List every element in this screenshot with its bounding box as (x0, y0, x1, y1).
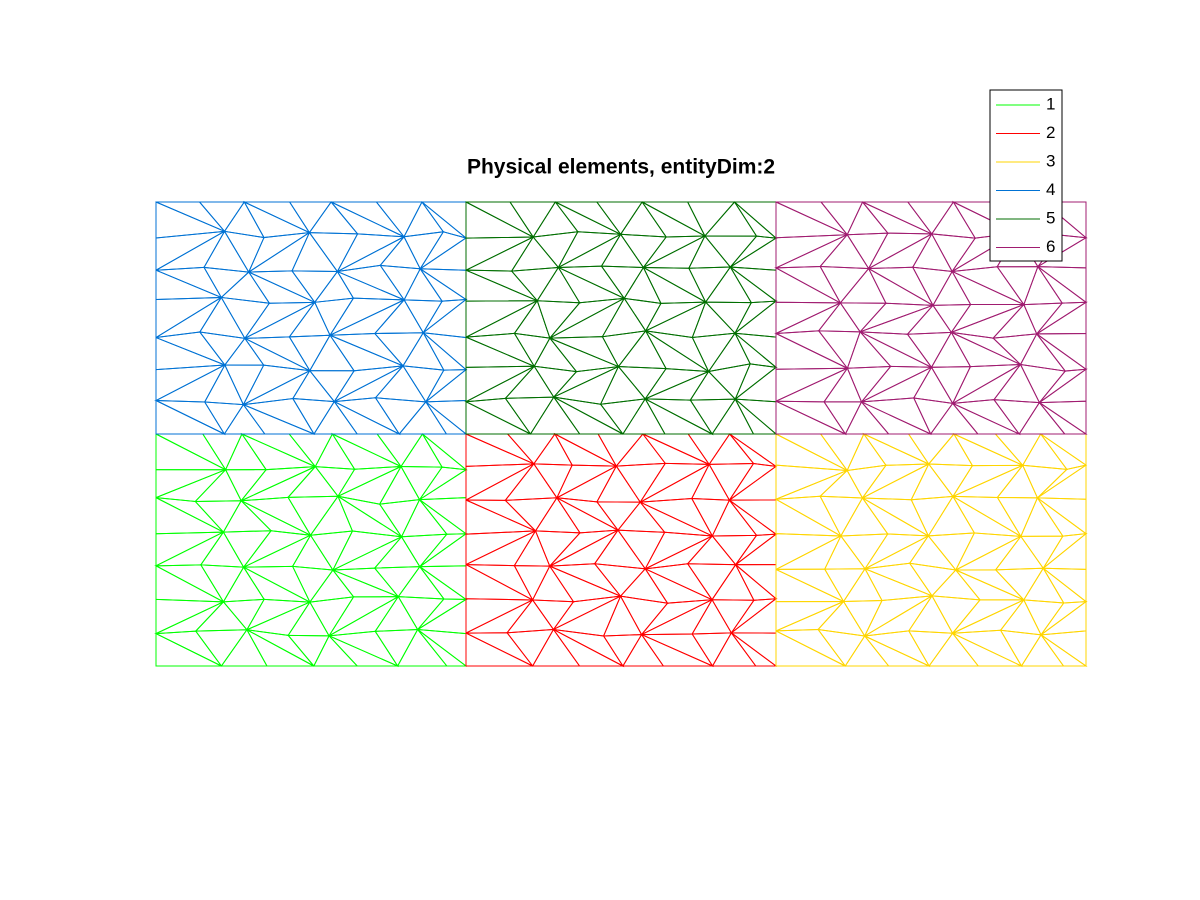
mesh (464, 201, 778, 436)
legend: 1 2 3 4 5 6 (989, 89, 1063, 262)
legend-box (989, 89, 1063, 262)
legend-label: 1 (1046, 94, 1055, 113)
legend-label: 2 (1046, 123, 1055, 142)
chart-title: Physical elements, entityDim:2 (467, 156, 775, 179)
mesh (154, 200, 468, 436)
mesh (465, 432, 778, 668)
legend-label: 5 (1046, 208, 1055, 227)
mesh (774, 432, 1088, 668)
legend-label: 3 (1046, 151, 1055, 170)
region-border (775, 201, 1087, 435)
legend-label: 4 (1046, 180, 1055, 199)
plot-area (154, 200, 1088, 668)
legend-label: 6 (1046, 237, 1055, 256)
